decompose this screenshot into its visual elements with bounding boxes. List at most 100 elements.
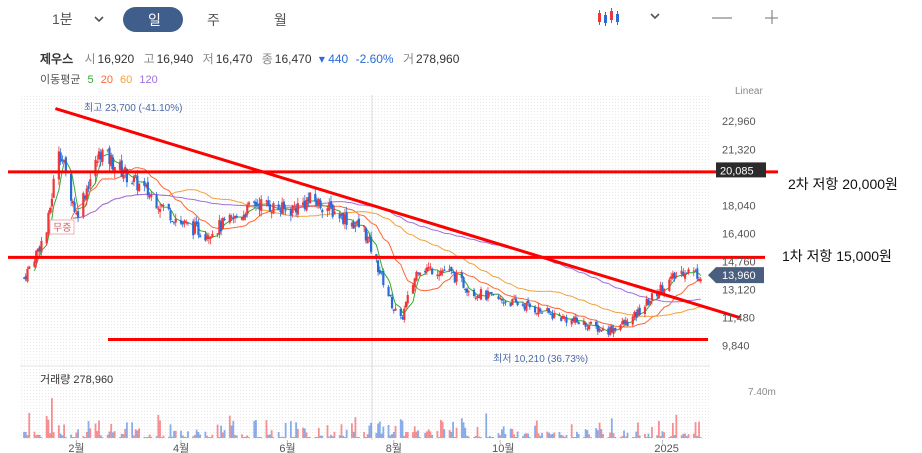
volume-bar bbox=[415, 431, 418, 438]
candle-body bbox=[670, 276, 673, 279]
candle-body bbox=[57, 151, 60, 180]
candles bbox=[22, 145, 702, 338]
volume-bar bbox=[610, 418, 613, 438]
volume-bar bbox=[246, 435, 249, 438]
ma-line-20 bbox=[70, 167, 701, 328]
candle-body bbox=[282, 201, 285, 209]
candle-body bbox=[465, 288, 469, 293]
volume-bar bbox=[155, 436, 158, 438]
timeframe-month[interactable]: 월 bbox=[274, 12, 287, 28]
high-annotation: 최고 23,700 (-41.10%) bbox=[84, 102, 182, 114]
price-tick-label: 22,960 bbox=[722, 116, 756, 128]
candle-body bbox=[443, 269, 446, 271]
time-tick-label: 8월 bbox=[386, 442, 402, 453]
volume-bar bbox=[403, 435, 406, 438]
volume-bar bbox=[195, 429, 198, 438]
volume-bar bbox=[265, 420, 268, 438]
candle-body bbox=[301, 202, 305, 206]
timeframe-day[interactable]: 일 bbox=[148, 12, 161, 28]
volume-bar bbox=[637, 422, 639, 438]
time-tick-label: 2025 bbox=[654, 443, 678, 453]
candle-body bbox=[181, 221, 184, 225]
volume-bar bbox=[134, 429, 137, 438]
candle-body bbox=[94, 159, 97, 177]
chart-type-chevron-icon[interactable] bbox=[650, 13, 660, 20]
candle-body bbox=[696, 268, 699, 279]
candle-body bbox=[106, 149, 109, 151]
candle-body bbox=[345, 211, 348, 225]
volume-bar bbox=[516, 431, 519, 438]
candle-body bbox=[64, 157, 67, 171]
volume-bar bbox=[122, 434, 125, 438]
candle-body bbox=[533, 306, 537, 313]
candle-body bbox=[233, 215, 237, 219]
volume-bar bbox=[35, 435, 38, 438]
timeframe-1min[interactable]: 1분 bbox=[52, 11, 73, 27]
candle-body bbox=[608, 327, 612, 335]
volume-bar bbox=[675, 414, 678, 438]
candle-body bbox=[486, 291, 490, 299]
candlestick-icon[interactable] bbox=[598, 8, 619, 26]
timeframe-week[interactable]: 주 bbox=[207, 12, 220, 28]
candle-body bbox=[221, 218, 224, 229]
volume-bar bbox=[192, 436, 195, 438]
candle-body bbox=[535, 313, 538, 315]
crosshair-icon[interactable] bbox=[765, 10, 778, 24]
candle-body bbox=[246, 204, 249, 215]
chevron-down-icon[interactable] bbox=[94, 16, 104, 23]
ma-line-5 bbox=[34, 153, 702, 332]
candle-body bbox=[169, 210, 172, 221]
candle-body bbox=[73, 202, 76, 212]
candle-body bbox=[390, 296, 394, 309]
volume-bar bbox=[199, 434, 202, 438]
volume-bar bbox=[173, 430, 175, 438]
candle-body bbox=[61, 159, 64, 161]
volume-bar bbox=[113, 431, 116, 438]
volume-bar bbox=[108, 431, 111, 438]
volume-bar bbox=[269, 434, 271, 438]
candle-body bbox=[638, 307, 641, 315]
candle-body bbox=[509, 302, 512, 307]
candle-body bbox=[418, 272, 422, 276]
volume-bar bbox=[244, 436, 247, 438]
candle-body bbox=[553, 313, 556, 318]
volume-bar bbox=[631, 437, 634, 438]
volume-bar bbox=[488, 436, 491, 438]
candle-body bbox=[572, 317, 575, 322]
candle-body bbox=[479, 289, 483, 300]
candle-body bbox=[179, 220, 183, 224]
volume-bar bbox=[596, 430, 599, 438]
volume-bar bbox=[673, 435, 676, 438]
volume-bar bbox=[427, 429, 430, 438]
time-axis: 2월 4월 6월 8월 10월 2025 bbox=[68, 440, 679, 453]
volume-bar bbox=[651, 427, 653, 438]
volume-bar bbox=[101, 437, 104, 438]
candle-body bbox=[514, 298, 517, 302]
candle-body bbox=[209, 237, 212, 239]
candle-body bbox=[551, 313, 554, 319]
candle-body bbox=[657, 292, 661, 299]
candle-body bbox=[36, 248, 40, 252]
volume-bar bbox=[645, 436, 648, 438]
candle-body bbox=[101, 149, 104, 162]
candle-body bbox=[308, 192, 312, 204]
candle-body bbox=[136, 175, 139, 191]
candle-body bbox=[448, 268, 451, 271]
volume-axis-label: 7.40m bbox=[748, 387, 776, 398]
candle-body bbox=[272, 203, 275, 214]
candle-body bbox=[40, 240, 43, 253]
candle-body bbox=[476, 295, 479, 299]
candle-body bbox=[378, 270, 381, 274]
volume-bar bbox=[474, 435, 477, 438]
volume-bar bbox=[548, 432, 550, 438]
timeframe-day-bg[interactable] bbox=[123, 7, 183, 32]
candle-body bbox=[26, 268, 29, 282]
candle-body bbox=[131, 183, 134, 185]
candle-body bbox=[439, 270, 442, 276]
candle-body bbox=[162, 205, 165, 207]
candle-body bbox=[417, 272, 420, 274]
candle-body bbox=[47, 212, 50, 234]
volume-bar bbox=[344, 437, 346, 438]
volume-bar bbox=[692, 433, 695, 438]
volume-bar bbox=[649, 437, 652, 438]
